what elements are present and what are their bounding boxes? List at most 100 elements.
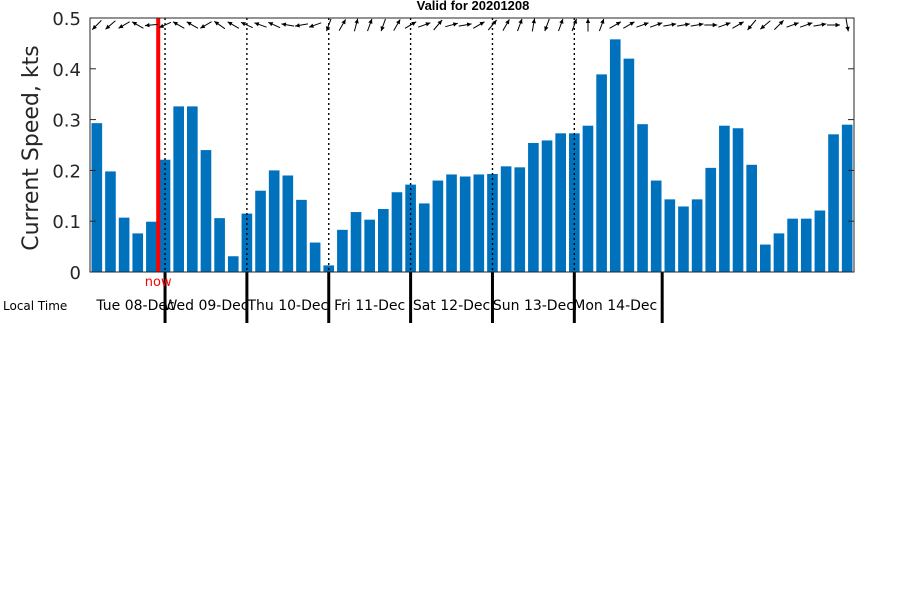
bar	[391, 192, 403, 272]
direction-arrow	[571, 18, 577, 32]
direction-arrow	[718, 22, 731, 28]
bar	[473, 174, 485, 272]
direction-arrow	[747, 19, 757, 31]
direction-arrow	[240, 21, 254, 29]
axes	[89, 17, 855, 273]
bar	[241, 213, 253, 272]
bar	[773, 233, 785, 272]
day-label: Sat 12-Dec	[413, 298, 490, 314]
bar	[719, 125, 730, 272]
direction-arrow	[636, 22, 649, 28]
bar	[828, 134, 839, 272]
direction-arrow	[774, 20, 784, 30]
direction-arrow	[445, 22, 458, 28]
bar	[118, 217, 130, 272]
direction-arrow	[380, 18, 386, 32]
bar	[146, 221, 157, 272]
direction-arrow	[118, 21, 130, 29]
day-label: Tue 08-Dec	[95, 298, 174, 314]
direction-arrow	[367, 18, 373, 32]
direction-arrow	[649, 22, 663, 28]
bar	[637, 124, 648, 272]
direction-arrow	[295, 23, 308, 28]
y-tick-labels: 0 0.1 0.2 0.3 0.4 0.5	[52, 9, 81, 284]
direction-arrow	[158, 21, 172, 29]
bar	[841, 124, 853, 273]
direction-arrow	[827, 22, 840, 28]
bar	[678, 206, 689, 272]
direction-arrow	[214, 20, 226, 30]
direction-arrow	[353, 18, 359, 32]
bar	[787, 218, 798, 272]
bar	[500, 166, 512, 272]
direction-arrow	[227, 21, 240, 29]
bar	[800, 218, 812, 272]
bar	[555, 133, 566, 272]
y-tick-label: 0.3	[52, 111, 81, 132]
bar	[582, 125, 594, 272]
bar	[105, 171, 116, 272]
bar	[364, 219, 375, 272]
bar	[91, 123, 103, 272]
bar	[309, 242, 321, 272]
direction-arrow	[254, 22, 267, 28]
direction-arrow	[172, 21, 185, 29]
day-label: Mon 14-Dec	[573, 298, 657, 314]
direction-arrow	[677, 22, 690, 27]
bar	[350, 212, 362, 272]
bar	[378, 209, 389, 272]
bar	[528, 142, 539, 272]
direction-arrow	[393, 19, 401, 31]
direction-arrow	[799, 22, 813, 28]
y-tick-label: 0.1	[52, 212, 81, 233]
day-label: Fri 11-Dec	[334, 298, 405, 314]
direction-arrow	[786, 22, 799, 28]
direction-arrow	[502, 19, 510, 31]
bar	[446, 174, 457, 272]
direction-arrow	[759, 20, 771, 30]
now-marker-group: now	[145, 18, 172, 290]
plot-frame	[89, 17, 855, 273]
direction-arrow	[558, 18, 564, 32]
bar	[187, 106, 198, 272]
direction-arrow	[623, 21, 635, 29]
direction-arrow	[417, 22, 431, 28]
direction-arrow	[433, 19, 443, 31]
bar	[609, 39, 621, 273]
bar	[596, 74, 607, 272]
direction-arrow	[813, 22, 827, 27]
direction-arrow	[704, 22, 718, 28]
bar	[268, 170, 280, 272]
direction-arrow	[609, 21, 622, 29]
direction-arrow	[845, 18, 850, 32]
direction-arrow	[663, 22, 677, 27]
direction-arrow	[487, 19, 497, 31]
y-tick-label: 0	[70, 263, 81, 284]
direction-arrow	[585, 18, 591, 32]
bar	[459, 176, 471, 272]
bar	[418, 203, 430, 272]
direction-arrow	[144, 23, 158, 28]
bar	[814, 210, 826, 272]
bar	[337, 229, 348, 272]
day-dividers	[163, 18, 664, 323]
bar	[214, 218, 225, 272]
bar	[541, 140, 553, 272]
bar	[227, 256, 239, 272]
direction-arrow	[404, 21, 417, 29]
direction-arrow	[531, 18, 536, 32]
bar	[650, 180, 662, 272]
bar	[569, 133, 580, 272]
direction-arrow	[326, 18, 332, 32]
direction-arrows	[91, 18, 850, 32]
chart-title: Valid for 20201208	[417, 0, 530, 13]
y-tick-label: 0.2	[52, 161, 81, 182]
bar	[255, 190, 266, 272]
direction-arrow	[105, 20, 116, 30]
bar	[732, 128, 744, 272]
direction-arrow	[690, 22, 704, 27]
bar	[514, 167, 526, 272]
bar	[282, 175, 294, 272]
